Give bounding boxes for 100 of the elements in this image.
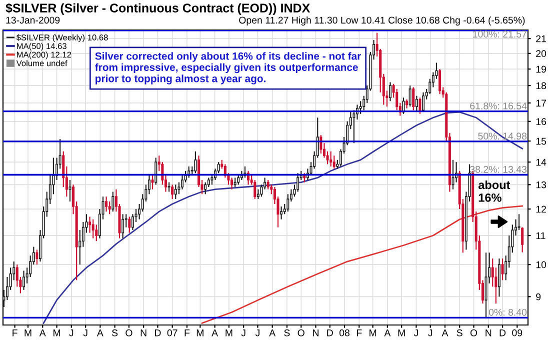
candlestick	[230, 177, 234, 190]
candlestick	[237, 174, 240, 186]
annotation: about 16%	[478, 180, 510, 202]
x-tick-label: N	[486, 330, 492, 336]
candlestick	[22, 270, 26, 291]
candlestick	[68, 179, 72, 202]
x-tick-label: A	[96, 330, 104, 336]
x-tick-label: J	[428, 330, 432, 336]
x-tick-label: M	[24, 330, 32, 336]
x-tick-label: 08	[339, 329, 350, 336]
x-tick-label: M	[54, 330, 60, 336]
candlestick	[521, 226, 524, 253]
x-tick-label: J	[241, 330, 246, 336]
x-tick-label: J	[414, 330, 418, 336]
y-tick-label: 14	[536, 158, 546, 166]
x-tick-label: A	[269, 330, 276, 336]
y-tick-label: 21	[536, 35, 546, 42]
candlestick	[154, 157, 158, 186]
y-tick-label: 10	[536, 261, 546, 268]
candlestick	[234, 177, 236, 188]
candlestick	[171, 184, 174, 200]
y-tick-label: 15	[536, 138, 546, 145]
x-tick-label: S	[112, 329, 118, 336]
x-tick-label: M	[370, 330, 376, 336]
x-tick-label: D	[500, 330, 506, 336]
x-tick-label: A	[384, 330, 391, 336]
ref-line-label: 0%: 8.40	[488, 308, 527, 316]
y-tick-label: 20	[536, 50, 546, 58]
candlestick	[36, 249, 38, 266]
candlestick	[168, 182, 170, 192]
y-tick-label: 12	[536, 206, 546, 213]
candlestick	[415, 95, 418, 113]
x-tick-label: A	[212, 330, 218, 336]
x-tick-label: F	[356, 330, 362, 336]
legend-label: MA(200) 12.12	[17, 52, 72, 60]
x-tick-label: J	[83, 330, 88, 336]
candlestick	[112, 191, 114, 212]
x-tick-label: O	[126, 329, 132, 336]
candlestick	[402, 97, 405, 114]
annotation: $SILVER (Weekly) 10.68	[16, 34, 108, 42]
candlestick	[330, 150, 332, 168]
x-tick-label: S	[456, 329, 462, 336]
x-tick-label: F	[12, 330, 18, 336]
annotation: Volume undef	[16, 60, 68, 66]
candlestick	[174, 184, 177, 200]
annotation: Silver corrected only about 16% of its decline - not far from impressive, especially given its outperformance prior to topping almost a year ago.	[95, 52, 361, 84]
x-tick-label: N	[140, 330, 146, 336]
x-tick-label: J	[69, 330, 74, 336]
x-tick-label: 07	[167, 329, 178, 336]
ref-line-label: 61.8%: 16.54	[470, 102, 527, 110]
x-tick-label: F	[184, 330, 190, 336]
candlestick	[280, 206, 283, 220]
candlestick	[204, 182, 207, 195]
legend-label: MA(50) 14.63	[17, 42, 66, 51]
chart-title: $SILVER (Silver - Continuous Contract (EOD)) INDX	[6, 3, 310, 15]
candlestick	[484, 252, 488, 318]
y-tick-label: 11	[536, 232, 546, 240]
ref-line-label: 50%: 14.98	[478, 132, 527, 140]
x-tick-label: D	[155, 330, 161, 336]
y-tick-label: 17	[536, 100, 546, 106]
candlestick	[501, 258, 504, 281]
candlestick	[418, 97, 422, 114]
candlestick	[256, 188, 260, 200]
x-tick-label: M	[398, 330, 405, 336]
candlestick	[151, 174, 154, 190]
candlestick	[452, 159, 454, 190]
x-tick-label: J	[255, 330, 260, 336]
x-tick-label: M	[196, 330, 204, 336]
chart-subtitle: Open 11.27 High 11.30 Low 10.41 Close 10.68 Chg -0.64 (-5.65%)	[239, 16, 525, 26]
y-tick-label: 13	[536, 181, 546, 188]
candlestick	[105, 196, 108, 212]
candlestick	[254, 179, 256, 200]
x-tick-label: 09	[512, 329, 522, 336]
candlestick	[286, 194, 290, 212]
candlestick	[388, 82, 392, 102]
candlestick	[128, 216, 131, 234]
x-tick-label: N	[313, 330, 318, 336]
candlestick	[408, 84, 412, 108]
y-tick-label: 16	[536, 118, 546, 126]
candlestick	[92, 218, 94, 239]
y-tick-label: 19	[536, 66, 546, 73]
y-tick-label: 9	[536, 293, 541, 300]
candlestick	[108, 200, 111, 215]
candlestick	[412, 86, 415, 111]
x-tick-label: O	[298, 329, 304, 336]
ref-line-label: 38.2%: 13.43	[470, 166, 527, 173]
ref-line-label: 100%: 21.57	[473, 30, 526, 38]
candlestick	[438, 68, 442, 95]
x-tick-label: D	[327, 330, 333, 336]
candlestick	[332, 155, 336, 170]
candlestick	[498, 258, 500, 298]
x-tick-label: A	[442, 330, 448, 336]
candlestick	[122, 214, 124, 239]
candlestick	[266, 179, 270, 190]
candlestick	[180, 174, 184, 190]
candlestick	[296, 172, 300, 192]
x-tick-label: O	[470, 329, 478, 336]
x-tick-label: S	[284, 329, 290, 336]
y-tick-label: 18	[536, 82, 546, 90]
text: 13-Jan-2009	[6, 16, 60, 24]
